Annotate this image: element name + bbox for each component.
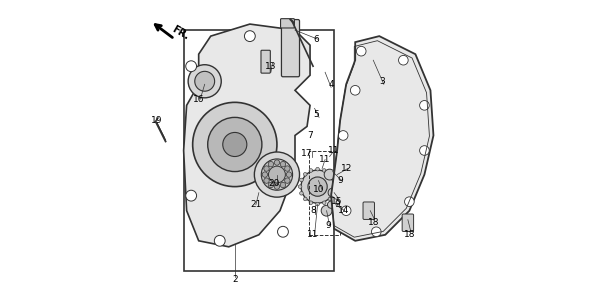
Circle shape: [268, 161, 274, 167]
Circle shape: [274, 160, 280, 165]
Circle shape: [223, 132, 247, 157]
FancyBboxPatch shape: [402, 214, 414, 231]
FancyBboxPatch shape: [261, 50, 270, 73]
Circle shape: [372, 227, 381, 237]
Circle shape: [419, 146, 430, 155]
Text: 17: 17: [301, 149, 313, 158]
Circle shape: [284, 166, 290, 171]
Circle shape: [301, 170, 334, 203]
Text: 14: 14: [337, 206, 349, 215]
Circle shape: [186, 190, 196, 201]
Text: 18: 18: [368, 218, 379, 227]
Circle shape: [316, 167, 319, 171]
Circle shape: [316, 202, 319, 206]
Polygon shape: [183, 24, 310, 247]
Circle shape: [277, 226, 289, 237]
Circle shape: [328, 172, 332, 176]
Circle shape: [264, 178, 269, 183]
Text: 7: 7: [307, 131, 313, 140]
Circle shape: [284, 178, 290, 183]
Circle shape: [350, 85, 360, 95]
Circle shape: [284, 49, 294, 60]
Text: 2: 2: [232, 275, 238, 284]
Circle shape: [332, 191, 336, 195]
Circle shape: [268, 182, 274, 188]
Text: 19: 19: [151, 116, 162, 125]
Circle shape: [280, 182, 286, 188]
Text: 15: 15: [332, 197, 343, 206]
Text: 3: 3: [379, 77, 385, 86]
Circle shape: [328, 188, 337, 197]
Circle shape: [300, 191, 303, 195]
Text: 13: 13: [265, 62, 277, 71]
Text: 12: 12: [340, 164, 352, 173]
Text: 6: 6: [313, 35, 319, 44]
Circle shape: [333, 185, 337, 188]
Polygon shape: [331, 36, 434, 241]
Circle shape: [186, 61, 196, 72]
Circle shape: [338, 131, 348, 140]
Circle shape: [405, 197, 414, 206]
Circle shape: [309, 201, 313, 205]
Circle shape: [244, 31, 255, 42]
Text: 4: 4: [328, 80, 334, 89]
Circle shape: [356, 46, 366, 56]
Circle shape: [208, 117, 262, 172]
Circle shape: [300, 178, 303, 182]
FancyBboxPatch shape: [281, 20, 300, 77]
Text: 18: 18: [404, 230, 415, 239]
Text: 11: 11: [319, 155, 331, 164]
Circle shape: [303, 172, 307, 176]
Circle shape: [309, 169, 313, 172]
Circle shape: [286, 172, 291, 177]
Circle shape: [323, 201, 326, 205]
Text: 16: 16: [193, 95, 204, 104]
Circle shape: [303, 197, 307, 201]
Text: 20: 20: [268, 179, 280, 188]
Text: 11: 11: [307, 230, 319, 239]
Text: 21: 21: [250, 200, 261, 209]
Text: 9: 9: [337, 176, 343, 185]
Circle shape: [308, 177, 327, 196]
Circle shape: [193, 102, 277, 187]
Text: FR.: FR.: [170, 24, 191, 42]
Circle shape: [321, 205, 332, 216]
Text: 11: 11: [329, 146, 340, 155]
Circle shape: [268, 166, 286, 183]
Circle shape: [214, 235, 225, 246]
Circle shape: [254, 152, 300, 197]
Circle shape: [419, 101, 430, 110]
Circle shape: [324, 169, 335, 180]
Text: 5: 5: [313, 110, 319, 119]
Circle shape: [274, 184, 280, 189]
Circle shape: [398, 55, 408, 65]
Circle shape: [327, 201, 335, 208]
Text: 10: 10: [313, 185, 325, 194]
Text: 9: 9: [325, 221, 331, 230]
FancyBboxPatch shape: [183, 30, 334, 271]
Circle shape: [264, 166, 269, 171]
Circle shape: [188, 65, 221, 98]
Circle shape: [342, 206, 351, 216]
FancyBboxPatch shape: [363, 202, 375, 219]
Circle shape: [299, 185, 302, 188]
Circle shape: [332, 178, 336, 182]
Text: 9: 9: [335, 200, 340, 209]
Circle shape: [195, 71, 215, 91]
Circle shape: [323, 169, 326, 172]
Circle shape: [262, 172, 268, 177]
Circle shape: [328, 197, 332, 201]
Circle shape: [261, 159, 293, 190]
FancyBboxPatch shape: [281, 19, 294, 28]
Text: 8: 8: [310, 206, 316, 215]
Circle shape: [280, 161, 286, 167]
